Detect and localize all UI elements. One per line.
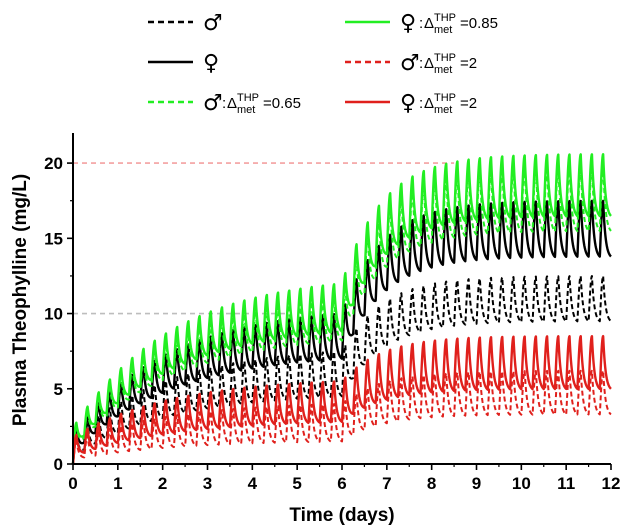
reference-lines bbox=[73, 162, 455, 315]
x-tick-label-12: 12 bbox=[602, 474, 621, 493]
y-tick-label-5: 5 bbox=[54, 380, 63, 399]
legend-superscript: THP bbox=[434, 52, 456, 64]
legend-symbol: ♂ bbox=[203, 11, 223, 36]
x-tick-label-8: 8 bbox=[427, 474, 436, 493]
series-line-2 bbox=[71, 199, 612, 465]
legend-colon: : bbox=[222, 95, 226, 112]
y-tick-label-15: 15 bbox=[44, 229, 63, 248]
legend-superscript: THP bbox=[434, 92, 456, 104]
legend-value: =0.65 bbox=[263, 95, 301, 112]
series-line-6 bbox=[71, 334, 612, 465]
x-tick-label-6: 6 bbox=[337, 474, 346, 493]
legend-delta: Δ bbox=[424, 15, 434, 32]
legend-delta: Δ bbox=[227, 95, 237, 112]
legend-symbol: ♂ bbox=[400, 51, 420, 76]
series-line-5 bbox=[72, 369, 612, 465]
legend-symbol: ♀ bbox=[400, 91, 416, 116]
legend-colon: : bbox=[419, 55, 423, 72]
x-tick-label-1: 1 bbox=[113, 474, 122, 493]
y-tick-label-0: 0 bbox=[54, 455, 63, 474]
x-tick-label-3: 3 bbox=[203, 474, 212, 493]
legend-subscript: met bbox=[434, 24, 452, 36]
x-tick-label-11: 11 bbox=[557, 474, 575, 493]
x-tick-label-2: 2 bbox=[158, 474, 167, 493]
legend-value: =2 bbox=[460, 95, 477, 112]
legend-colon: : bbox=[419, 15, 423, 32]
legend-delta: Δ bbox=[424, 95, 434, 112]
series-line-4 bbox=[71, 153, 612, 465]
legend-superscript: THP bbox=[237, 92, 259, 104]
y-tick-label-10: 10 bbox=[44, 305, 63, 324]
legend-value: =0.85 bbox=[460, 15, 498, 32]
x-tick-label-9: 9 bbox=[472, 474, 481, 493]
legend-subscript: met bbox=[237, 104, 255, 116]
x-tick-label-5: 5 bbox=[292, 474, 301, 493]
legend-symbol: ♂ bbox=[203, 91, 223, 116]
legend-subscript: met bbox=[434, 64, 452, 76]
legend-colon: : bbox=[419, 95, 423, 112]
x-tick-label-4: 4 bbox=[248, 474, 258, 493]
legend-superscript: THP bbox=[434, 12, 456, 24]
series-group bbox=[71, 153, 612, 465]
legend-entry-2: ♀ bbox=[148, 51, 219, 76]
legend-subscript: met bbox=[434, 104, 452, 116]
legend-symbol: ♀ bbox=[203, 51, 219, 76]
y-tick-label-20: 20 bbox=[44, 154, 63, 173]
legend-value: =2 bbox=[460, 55, 477, 72]
y-axis-title: Plasma Theophylline (mg/L) bbox=[10, 174, 31, 426]
legend-symbol: ♀ bbox=[400, 11, 416, 36]
x-tick-label-10: 10 bbox=[512, 474, 531, 493]
x-axis-title: Time (days) bbox=[289, 505, 394, 526]
legend-delta: Δ bbox=[424, 55, 434, 72]
x-tick-label-0: 0 bbox=[68, 474, 77, 493]
x-tick-label-7: 7 bbox=[382, 474, 391, 493]
series-line-3 bbox=[72, 165, 612, 465]
legend-entry-1: ♂ bbox=[148, 11, 223, 36]
